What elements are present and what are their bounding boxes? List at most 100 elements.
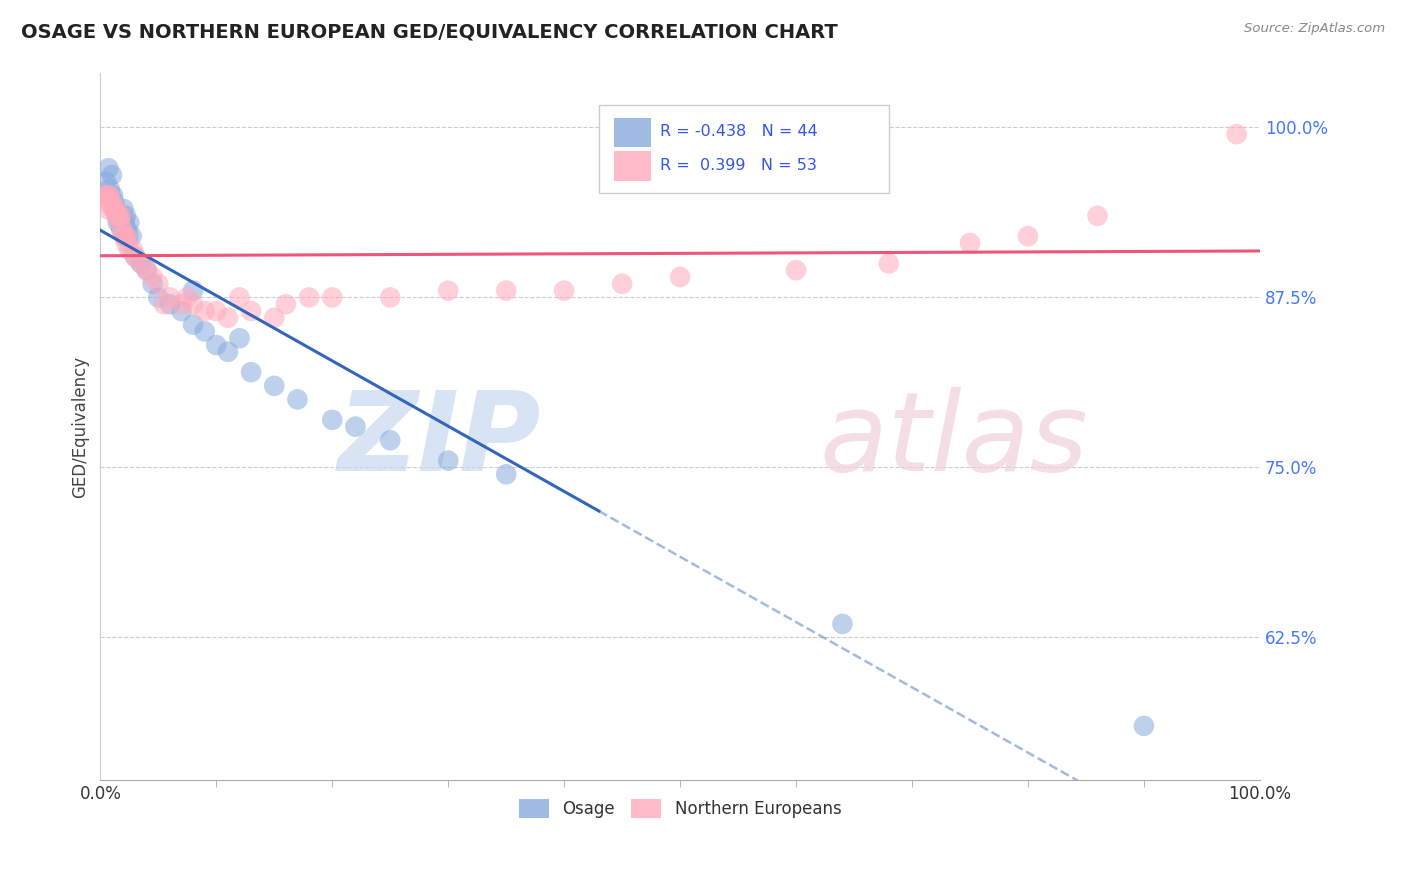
Point: [118, 216, 141, 230]
Point: [141, 270, 163, 285]
Point: [124, 250, 146, 264]
Point: [97, 188, 120, 202]
Point: [228, 290, 250, 304]
Point: [108, 209, 131, 223]
Point: [97, 161, 120, 176]
Point: [217, 310, 239, 325]
Point: [1087, 209, 1109, 223]
Point: [108, 216, 131, 230]
Point: [1226, 127, 1249, 141]
Point: [205, 304, 228, 318]
Point: [959, 235, 981, 250]
Point: [115, 229, 138, 244]
Point: [94, 195, 117, 210]
Point: [437, 284, 460, 298]
Point: [121, 229, 143, 244]
Point: [107, 209, 129, 223]
Point: [121, 243, 143, 257]
Point: [110, 209, 132, 223]
Point: [104, 202, 127, 216]
Point: [108, 216, 131, 230]
Point: [111, 209, 134, 223]
Point: [877, 256, 900, 270]
Text: R = -0.438   N = 44: R = -0.438 N = 44: [661, 124, 818, 139]
Point: [495, 284, 517, 298]
Point: [194, 325, 217, 339]
Point: [669, 270, 692, 285]
Point: [103, 195, 125, 210]
Point: [153, 297, 176, 311]
Point: [104, 202, 127, 216]
Point: [105, 209, 128, 223]
Point: [181, 318, 204, 332]
Point: [321, 413, 343, 427]
Point: [101, 168, 124, 182]
Point: [98, 188, 121, 202]
Point: [194, 304, 217, 318]
Point: [263, 310, 285, 325]
Point: [108, 209, 131, 223]
FancyBboxPatch shape: [599, 104, 889, 194]
Legend: Osage, Northern Europeans: Osage, Northern Europeans: [512, 792, 848, 825]
Point: [170, 297, 193, 311]
Point: [159, 297, 181, 311]
Point: [321, 290, 343, 304]
Point: [495, 467, 517, 482]
Point: [110, 222, 132, 236]
Text: Source: ZipAtlas.com: Source: ZipAtlas.com: [1244, 22, 1385, 36]
Point: [117, 229, 139, 244]
Point: [115, 235, 138, 250]
Text: ZIP: ZIP: [337, 387, 541, 494]
Point: [344, 419, 367, 434]
Point: [101, 195, 124, 210]
Point: [287, 392, 309, 407]
Point: [553, 284, 575, 298]
Point: [217, 344, 239, 359]
Point: [129, 256, 152, 270]
Point: [129, 256, 152, 270]
FancyBboxPatch shape: [614, 152, 651, 181]
Point: [380, 434, 402, 448]
Point: [100, 195, 122, 210]
Point: [1017, 229, 1039, 244]
Point: [1133, 719, 1156, 733]
Text: R =  0.399   N = 53: R = 0.399 N = 53: [661, 158, 817, 173]
Point: [148, 290, 170, 304]
Point: [115, 222, 138, 236]
Text: atlas: atlas: [820, 387, 1088, 494]
Point: [112, 229, 135, 244]
Point: [100, 188, 122, 202]
Point: [205, 338, 228, 352]
Point: [785, 263, 807, 277]
Text: OSAGE VS NORTHERN EUROPEAN GED/EQUIVALENCY CORRELATION CHART: OSAGE VS NORTHERN EUROPEAN GED/EQUIVALEN…: [21, 22, 838, 41]
Point: [107, 216, 129, 230]
Point: [240, 365, 263, 379]
Point: [105, 209, 128, 223]
Point: [176, 290, 198, 304]
Point: [118, 243, 141, 257]
Point: [181, 284, 204, 298]
Point: [93, 188, 115, 202]
Point: [114, 229, 136, 244]
Point: [101, 202, 124, 216]
Point: [148, 277, 170, 291]
Point: [298, 290, 321, 304]
Y-axis label: GED/Equivalency: GED/Equivalency: [72, 356, 89, 498]
Point: [111, 222, 134, 236]
Point: [240, 304, 263, 318]
Point: [112, 202, 135, 216]
Point: [94, 175, 117, 189]
Point: [228, 331, 250, 345]
Point: [831, 616, 853, 631]
Point: [135, 263, 157, 277]
Point: [274, 297, 297, 311]
Point: [141, 277, 163, 291]
Point: [135, 263, 157, 277]
Point: [96, 202, 118, 216]
Point: [103, 202, 125, 216]
Point: [98, 181, 121, 195]
Point: [115, 209, 138, 223]
Point: [170, 304, 193, 318]
Point: [159, 290, 181, 304]
Point: [124, 250, 146, 264]
